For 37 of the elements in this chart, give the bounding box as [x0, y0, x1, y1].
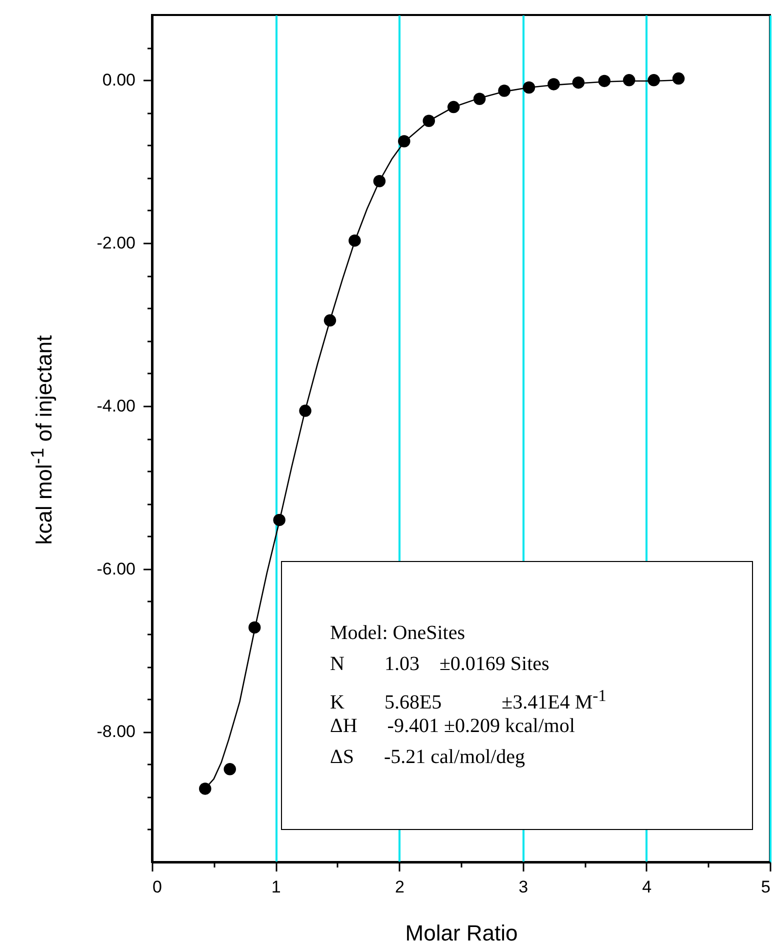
- y-tick-label: -2.00: [96, 234, 136, 253]
- annotation: N 1.03 ±0.0169 Sites: [330, 652, 550, 677]
- point: [324, 314, 336, 327]
- point: [299, 404, 312, 417]
- y-tick-label: -8.00: [96, 722, 136, 742]
- point: [648, 74, 660, 86]
- x-tick-label: 4: [642, 878, 652, 896]
- x-tick-label: 2: [394, 878, 404, 896]
- point: [473, 92, 486, 105]
- x-tick-label: 0: [152, 878, 162, 896]
- y-tick-label: -4.00: [96, 396, 136, 416]
- point: [598, 74, 610, 88]
- annotation: ΔS -5.21 cal/mol/deg: [330, 745, 526, 770]
- y-tick-label: 0.00: [102, 70, 136, 90]
- point: [348, 234, 361, 247]
- point: [672, 72, 685, 85]
- point: [373, 175, 386, 188]
- x-tick-label: 5: [761, 878, 770, 896]
- point: [572, 76, 585, 89]
- annotation: ΔH -9.401 ±0.209 kcal/mol: [330, 715, 575, 737]
- point: [398, 135, 410, 148]
- point: [447, 100, 460, 114]
- x-axis-title: Molar Ratio: [405, 920, 518, 946]
- y-tick-label: -6.00: [96, 559, 136, 578]
- x-tick-label: 3: [518, 878, 528, 896]
- point: [199, 782, 212, 795]
- point: [273, 514, 286, 526]
- point: [248, 621, 261, 634]
- annotation: Model: OneSites: [330, 621, 466, 646]
- point: [548, 78, 560, 90]
- point: [224, 763, 236, 776]
- point: [422, 114, 435, 127]
- point: [622, 74, 636, 86]
- x-tick-label: 1: [271, 878, 281, 896]
- annotation: K 5.68E5 ±3.41E4 M$^{-1}$: [330, 685, 608, 714]
- point: [522, 81, 536, 94]
- point: [498, 84, 510, 97]
